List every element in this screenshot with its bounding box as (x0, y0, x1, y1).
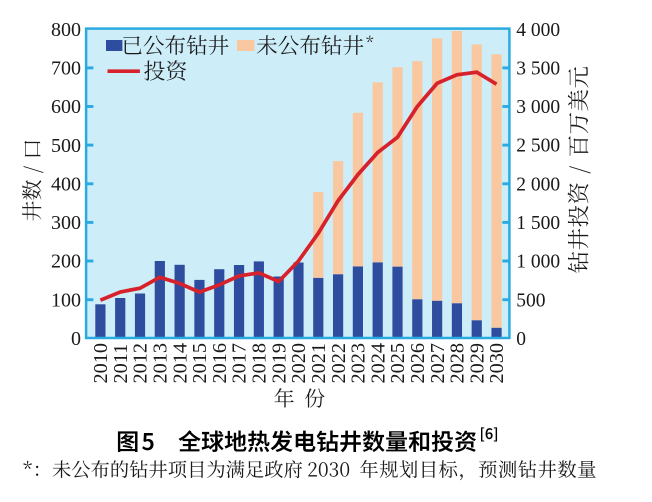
svg-text:2020: 2020 (288, 343, 310, 384)
svg-text:700: 700 (51, 58, 81, 80)
svg-text:2011: 2011 (110, 344, 132, 384)
svg-text:2027: 2027 (427, 343, 449, 384)
svg-text:2018: 2018 (249, 343, 271, 384)
svg-text:2024: 2024 (367, 343, 389, 384)
svg-text:400: 400 (51, 174, 81, 196)
svg-text:300: 300 (51, 212, 81, 234)
svg-text:0: 0 (71, 328, 81, 350)
svg-text:800: 800 (51, 19, 81, 41)
svg-text:2029: 2029 (466, 343, 488, 384)
svg-text:2015: 2015 (189, 343, 211, 384)
svg-text:2014: 2014 (169, 343, 191, 384)
svg-text:4 000: 4 000 (516, 20, 560, 41)
svg-text:2017: 2017 (229, 343, 251, 384)
svg-text:500: 500 (516, 290, 545, 311)
svg-text:2016: 2016 (209, 343, 231, 384)
svg-text:2012: 2012 (130, 343, 152, 384)
svg-text:500: 500 (51, 135, 81, 157)
svg-text:1 500: 1 500 (516, 213, 560, 234)
svg-text:2 000: 2 000 (516, 174, 560, 195)
svg-text:3 500: 3 500 (516, 59, 560, 80)
svg-text:600: 600 (51, 96, 81, 118)
svg-text:2025: 2025 (387, 343, 409, 384)
svg-text:1 000: 1 000 (516, 252, 560, 273)
svg-text:2 500: 2 500 (516, 136, 560, 157)
svg-text:3 000: 3 000 (516, 97, 560, 118)
svg-text:200: 200 (51, 251, 81, 273)
svg-text:2030: 2030 (486, 343, 508, 384)
svg-text:2022: 2022 (328, 343, 350, 384)
svg-text:2013: 2013 (150, 343, 172, 384)
svg-text:100: 100 (51, 289, 81, 311)
svg-text:2021: 2021 (308, 343, 330, 384)
svg-text:0: 0 (516, 329, 526, 350)
svg-text:2026: 2026 (407, 343, 429, 384)
svg-text:2019: 2019 (268, 343, 290, 384)
svg-text:2028: 2028 (447, 343, 469, 384)
svg-text:2010: 2010 (90, 343, 112, 384)
svg-text:2023: 2023 (348, 343, 370, 384)
